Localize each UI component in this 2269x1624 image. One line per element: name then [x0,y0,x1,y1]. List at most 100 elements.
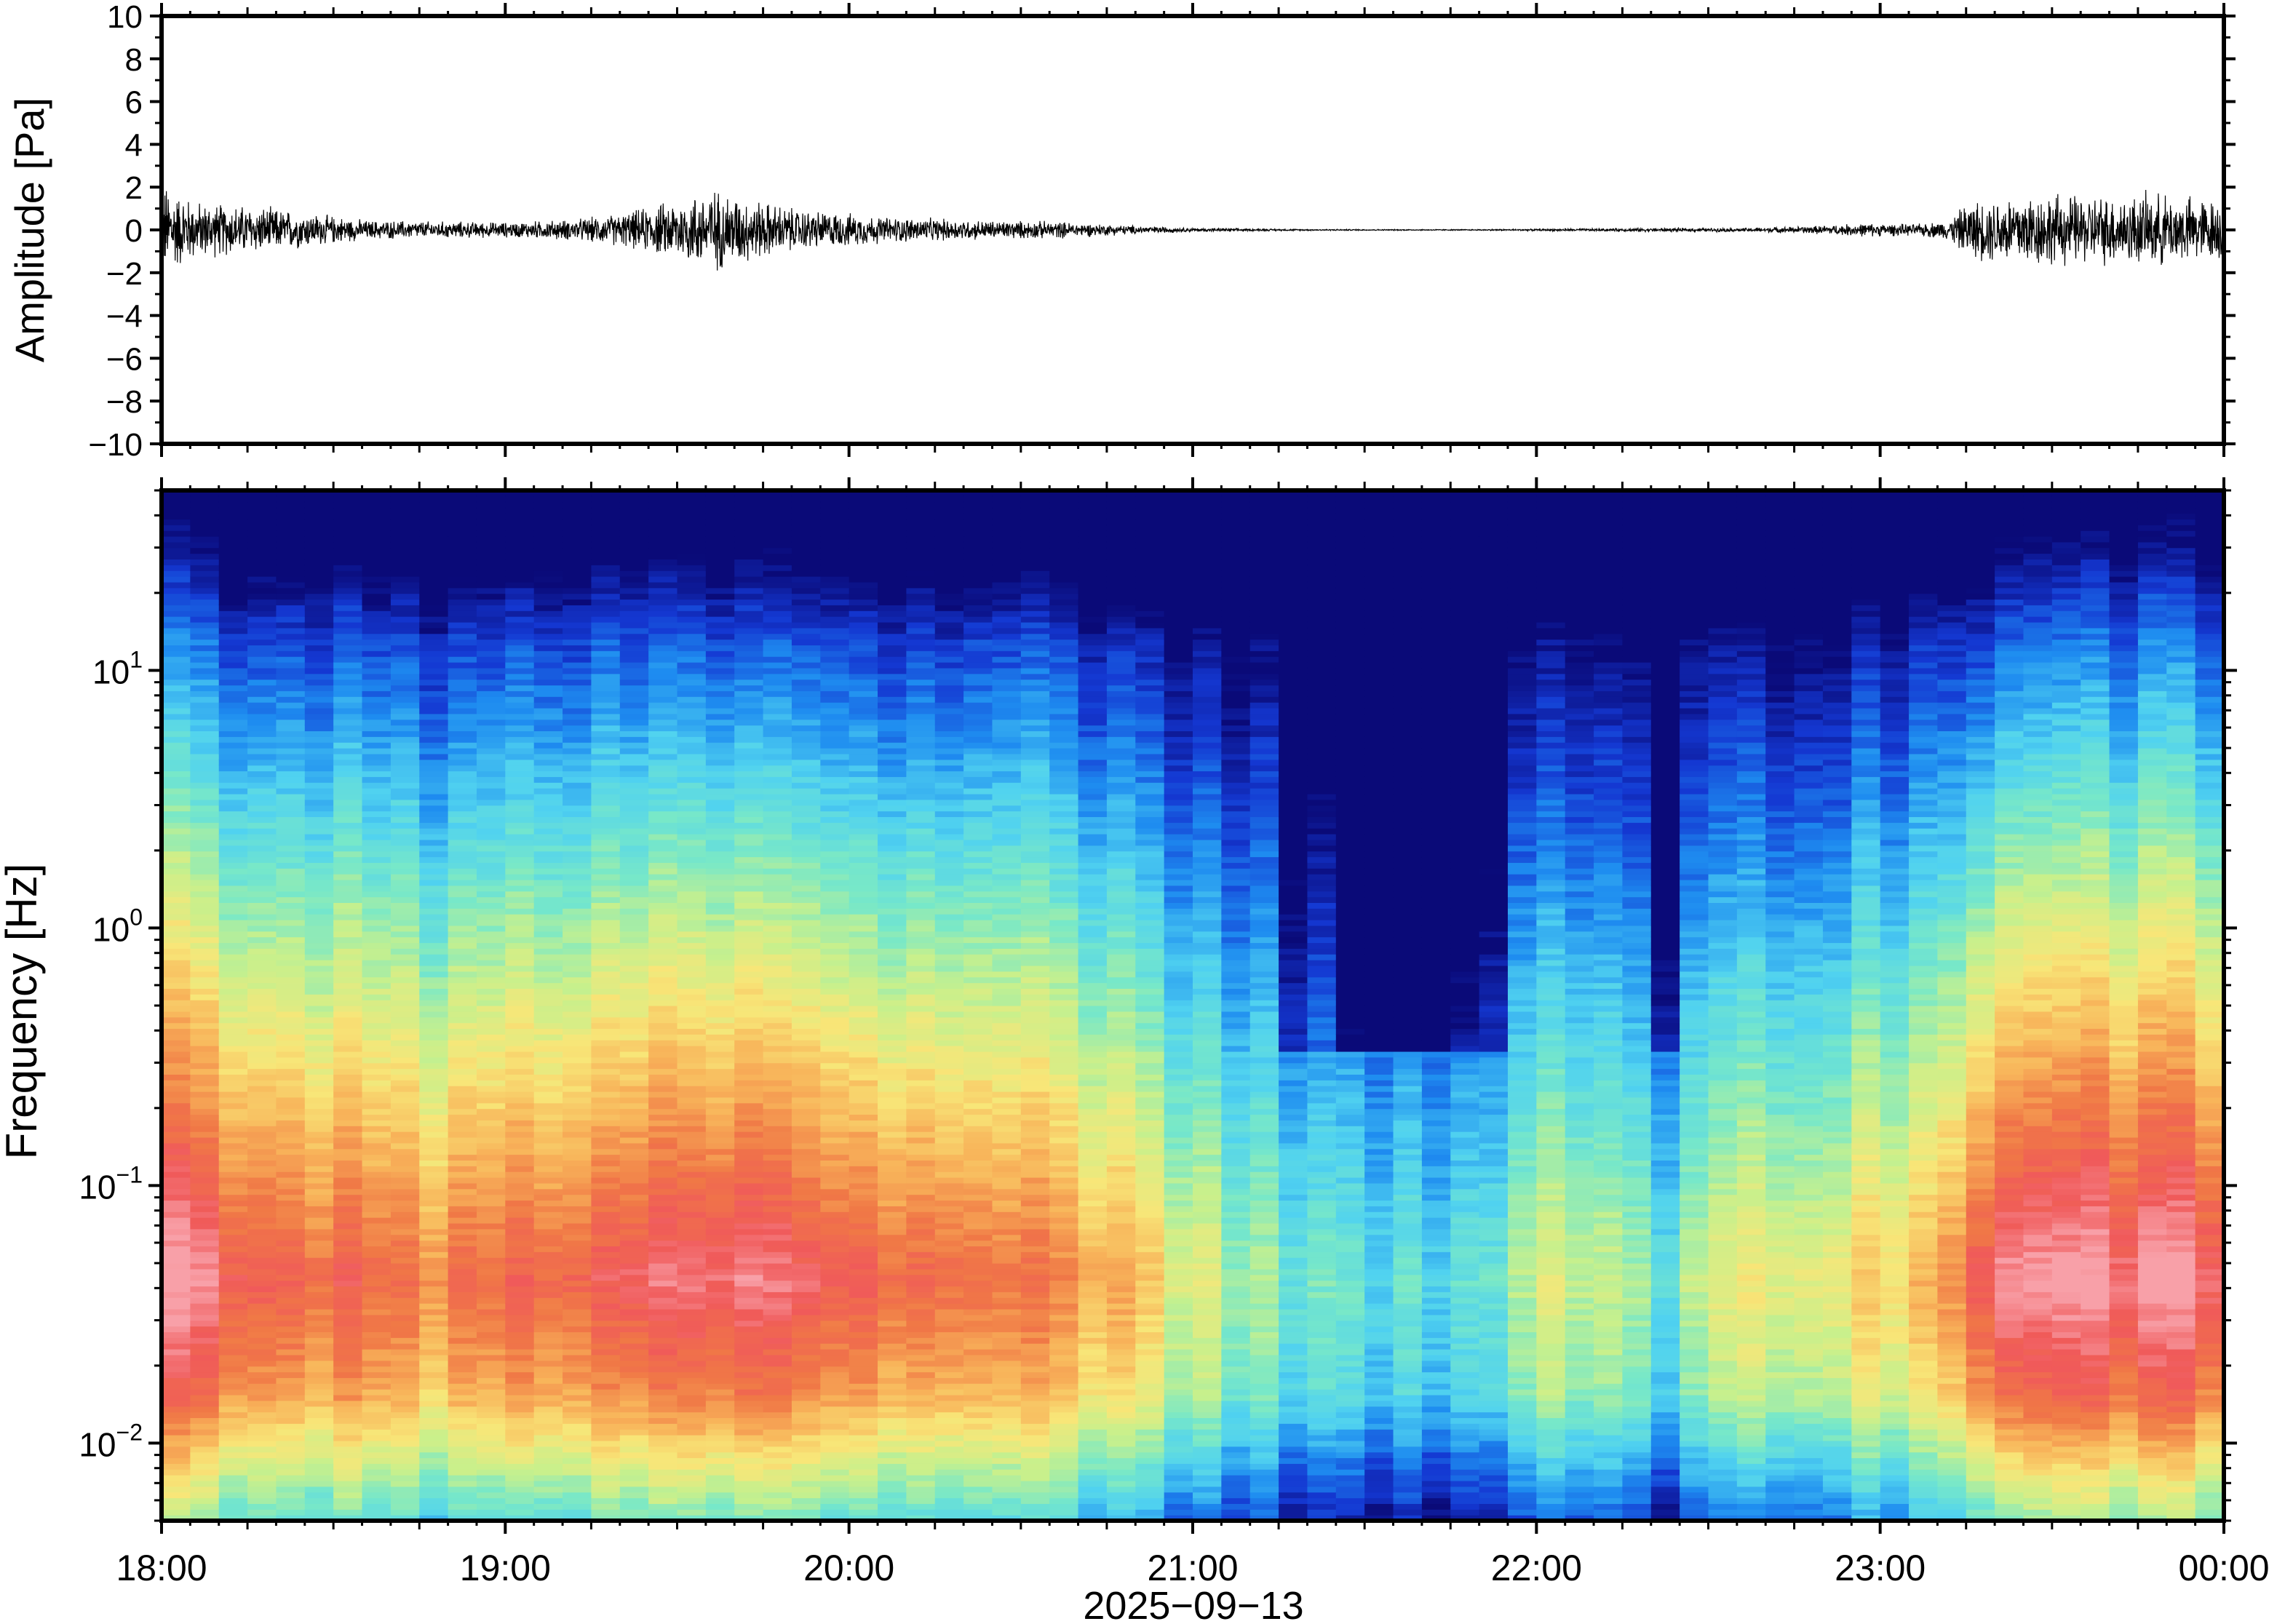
spectrogram-cell [648,1131,678,1138]
spectrogram-cell [333,776,363,783]
spectrogram-cell [362,1166,392,1172]
spectrogram-cell [390,1412,420,1418]
spectrogram-cell [849,1497,878,1504]
spectrogram-cell [218,1222,248,1230]
spectrogram-cell [419,1314,449,1321]
spectrogram-cell [162,834,191,840]
spectrogram-cell [820,816,850,823]
spectrogram-cell [791,1320,821,1327]
spectrogram-cell [619,856,649,863]
spectrogram-cell [591,1377,621,1384]
spectrogram-cell [247,541,277,549]
spectrogram-cell [505,707,535,715]
spectrogram-cell [563,1332,592,1338]
spectrogram-cell [162,874,191,880]
spectrogram-cell [276,519,306,525]
spectrogram-cell [820,1400,850,1407]
spectrogram-cell [563,1211,592,1218]
spectrogram-cell [849,1469,878,1476]
spectrogram-cell [849,570,878,577]
spectrogram-cell [190,856,220,863]
spectrogram-cell [563,1171,592,1178]
spectrogram-cell [276,1086,306,1092]
spectrogram-cell [276,1016,306,1024]
spectrogram-cell [247,1286,277,1292]
spectrogram-cell [734,1251,764,1258]
spectrogram-cell [820,725,850,731]
spectrogram-cell [563,1337,592,1344]
spectrogram-cell [505,1177,535,1184]
spectrogram-cell [276,782,306,789]
spectrogram-cell [390,1028,420,1035]
spectrogram-cell [820,976,850,984]
spectrogram-cell [505,1286,535,1292]
spectrogram-cell [677,490,707,497]
spectrogram-cell [734,1171,764,1178]
spectrogram-cell [763,788,792,795]
spectrogram-cell [705,948,735,955]
spectrogram-cell [247,513,277,520]
spectrogram-cell [849,1440,878,1447]
spectrogram-cell [419,1016,449,1024]
spectrogram-cell [247,1114,277,1121]
spectrogram-cell [648,1051,678,1058]
spectrogram-cell [820,1457,850,1464]
spectrogram-cell [591,788,621,795]
spectrogram-cell [190,713,220,720]
spectrogram-cell [763,1080,792,1086]
spectrogram-cell [820,811,850,817]
spectrogram-cell [304,976,334,984]
spectrogram-cell [448,1337,477,1344]
spectrogram-cell [390,1154,420,1161]
spectrogram-cell [591,1206,621,1212]
spectrogram-cell [849,1475,878,1481]
spectrogram-cell [362,748,392,755]
spectrogram-cell [619,610,649,617]
spectrogram-cell [390,1337,420,1344]
spectrogram-cell [849,942,878,949]
spectrogram-cell [276,1435,306,1441]
spectrogram-cell [878,559,907,565]
spectrogram-cell [677,1349,707,1356]
spectrogram-cell [304,731,334,737]
spectrogram-cell [878,645,907,651]
spectrogram-cell [190,1463,220,1470]
spectrogram-cell [705,725,735,731]
spectrogram-cell [619,1000,649,1006]
spectrogram-cell [333,547,363,554]
spectrogram-cell [448,685,477,691]
spectrogram-cell [619,828,649,835]
spectrogram-cell [849,994,878,1000]
spectrogram-cell [791,908,821,915]
spectrogram-cell [591,1028,621,1035]
spectrogram-cell [162,753,191,760]
spectrogram-cell [791,565,821,571]
spectrogram-cell [648,748,678,755]
spectrogram-cell [390,1343,420,1350]
spectrogram-cell [362,1423,392,1430]
spectrogram-cell [763,925,792,932]
spectrogram-cell [390,1171,420,1178]
spectrogram-cell [677,1423,707,1430]
spectrogram-cell [190,891,220,898]
spectrogram-cell [505,581,535,589]
spectrogram-cell [734,1102,764,1110]
spectrogram-cell [448,1280,477,1287]
spectrogram-cell [390,1046,420,1052]
spectrogram-cell [218,942,248,949]
spectrogram-cell [849,914,878,920]
spectrogram-cell [505,742,535,749]
spectrogram-cell [476,765,506,772]
spectrogram-cell [419,530,449,537]
spectrogram-cell [791,1394,821,1401]
spectrogram-cell [304,513,334,520]
spectrogram-cell [218,948,248,955]
spectrogram-cell [304,782,334,789]
spectrogram-cell [218,547,248,554]
spectrogram-cell [276,1354,306,1361]
spectrogram-cell [878,599,907,605]
spectrogram-cell [162,902,191,909]
spectrogram-cell [705,673,735,680]
spectrogram-cell [734,1354,764,1361]
spectrogram-cell [820,948,850,955]
